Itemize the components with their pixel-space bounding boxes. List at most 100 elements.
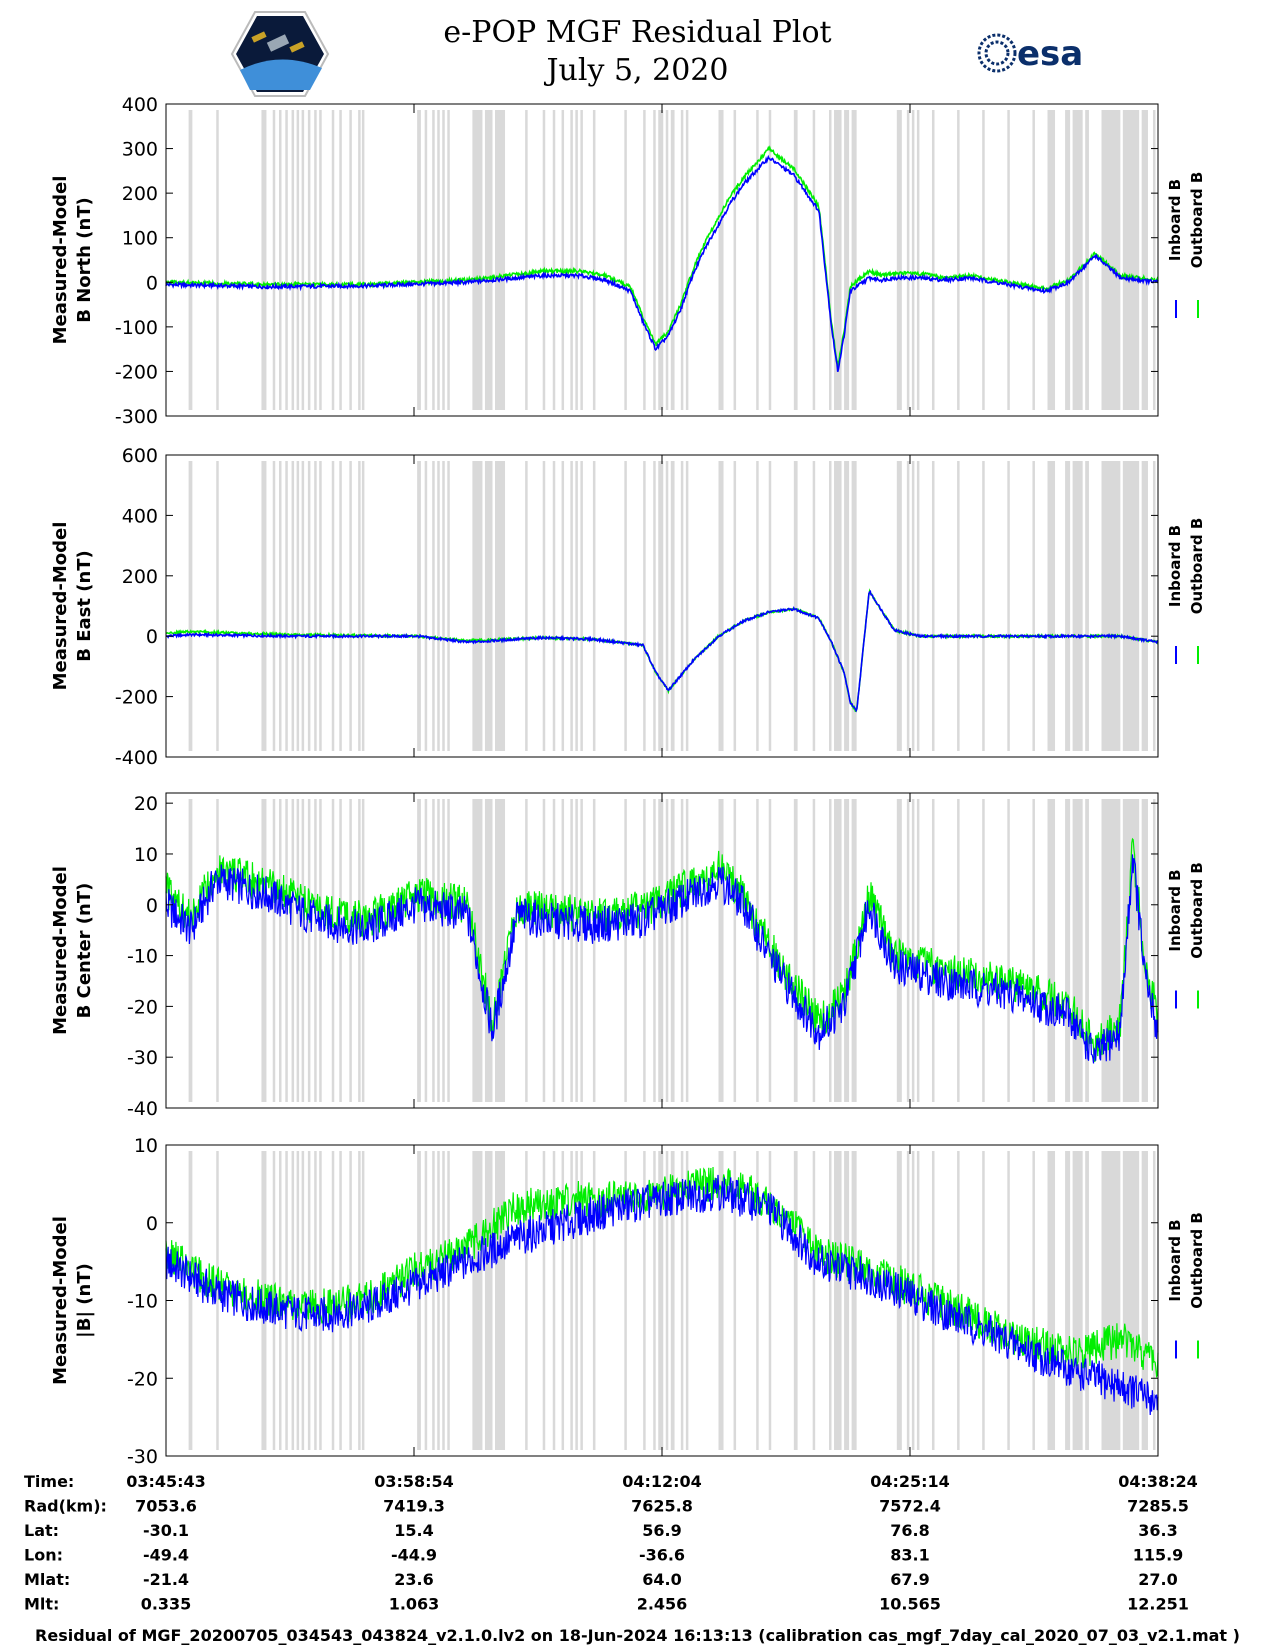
gap-shading-50: [834, 461, 842, 751]
xaxis-row-value: -49.4: [143, 1546, 189, 1565]
gap-shading-14: [339, 799, 342, 1102]
gap-shading-5: [279, 799, 282, 1102]
gap-shading-22: [442, 799, 445, 1102]
xaxis-row-value: 7053.6: [135, 1497, 197, 1516]
y-tick-label: -10: [127, 1291, 158, 1313]
plot-title: e-POP MGF Residual Plot July 5, 2020: [0, 14, 1275, 90]
gap-shading-67: [1122, 1151, 1140, 1450]
gap-shading-46: [768, 461, 772, 751]
gap-shading-48: [812, 461, 816, 751]
xaxis-row-value: 7572.4: [879, 1497, 941, 1516]
gap-shading-9: [301, 110, 305, 410]
gap-shading-21: [437, 1151, 440, 1450]
xaxis-row-value: 67.9: [890, 1570, 929, 1589]
gap-shading-35: [624, 799, 627, 1102]
gap-shading-41: [680, 799, 684, 1102]
gap-shading-68: [1141, 110, 1148, 410]
xaxis-row-value: 0.335: [141, 1595, 192, 1614]
gap-shading-20: [432, 110, 435, 410]
gap-shading-19: [424, 110, 428, 410]
y-axis-label: Measured-Model: [50, 866, 71, 1035]
legend-entry-outboard: Outboard B: [1188, 518, 1206, 615]
gap-shading-33: [580, 110, 583, 410]
gap-shading-59: [982, 461, 985, 751]
gap-shading-59: [982, 799, 985, 1102]
gap-shading-7: [291, 110, 295, 410]
gap-shading-31: [570, 799, 573, 1102]
xaxis-row-value: 03:45:43: [126, 1472, 206, 1491]
gap-shading-8: [296, 461, 300, 751]
xaxis-row-label: Rad(km):: [24, 1497, 107, 1516]
gap-shading-42: [685, 799, 689, 1102]
gap-shading-29: [552, 1151, 556, 1450]
y-tick-label: 400: [122, 94, 158, 116]
plot-title-date: July 5, 2020: [546, 53, 729, 88]
gap-shading-45: [756, 1151, 759, 1450]
gap-shading-55: [911, 1151, 915, 1450]
gap-shading-48: [812, 799, 816, 1102]
gap-shading-57: [931, 461, 935, 751]
y-tick-label: 200: [122, 183, 158, 205]
gap-shading-1: [188, 799, 193, 1102]
y-axis-label: |B| (nT): [74, 1263, 95, 1338]
series-line-inboard: [165, 854, 1159, 1064]
gap-shading-39: [665, 1151, 669, 1450]
gap-shading-17: [361, 1151, 365, 1450]
xaxis-row-value: 64.0: [642, 1570, 681, 1589]
gap-shading-58: [957, 110, 960, 410]
gap-shading-30: [561, 461, 565, 751]
gap-shading-15: [349, 461, 352, 751]
gap-shading-33: [580, 799, 583, 1102]
gap-shading-52: [851, 1151, 857, 1450]
gap-shading-35: [624, 110, 627, 410]
gap-shading-20: [432, 1151, 435, 1450]
gap-shading-32: [575, 1151, 578, 1450]
gap-shading-53: [896, 461, 902, 751]
series-line-inboard: [165, 1174, 1159, 1416]
plot-title-line1: e-POP MGF Residual Plot: [443, 15, 832, 50]
xaxis-row-value: 83.1: [890, 1546, 929, 1565]
xaxis-row-label: Time:: [24, 1472, 74, 1491]
gap-shading-16: [358, 461, 361, 751]
gap-shading-43: [718, 110, 724, 410]
gap-shading-41: [680, 1151, 684, 1450]
gap-shading-45: [756, 461, 759, 751]
gap-shading-34: [592, 110, 596, 410]
gap-shading-60: [1007, 799, 1010, 1102]
gap-shading-20: [432, 461, 435, 751]
gap-shading-28: [542, 799, 546, 1102]
gap-shading-56: [916, 110, 920, 410]
gap-shading-27: [525, 461, 528, 751]
xaxis-row-value: 115.9: [1133, 1546, 1184, 1565]
xaxis-row-label: Lat:: [24, 1521, 59, 1540]
gap-shading-18: [417, 799, 421, 1102]
gap-shading-24: [472, 1151, 483, 1450]
gap-shading-63: [1065, 799, 1071, 1102]
gap-shading-67: [1122, 461, 1140, 751]
gap-shading-52: [851, 461, 857, 751]
gap-shading-40: [670, 799, 675, 1102]
gap-shading-30: [561, 799, 565, 1102]
gap-shading-10: [307, 110, 311, 410]
gap-shading-58: [957, 799, 960, 1102]
xaxis-row-label: Mlt:: [24, 1595, 59, 1614]
legend-entry-inboard: Inboard B: [1166, 1219, 1184, 1301]
xaxis-row-value: 23.6: [394, 1570, 433, 1589]
gap-shading-33: [580, 1151, 583, 1450]
legend-entry-inboard: Inboard B: [1166, 525, 1184, 607]
legend-entry-inboard: Inboard B: [1166, 869, 1184, 951]
gap-shading-13: [331, 799, 335, 1102]
gap-shading-50: [834, 1151, 842, 1450]
gap-shading-11: [314, 799, 317, 1102]
gap-shading-5: [279, 461, 282, 751]
xaxis-row-label: Mlat:: [24, 1570, 70, 1589]
y-tick-label: 300: [122, 139, 158, 161]
gap-shading-2: [216, 461, 219, 751]
gap-shading-32: [575, 461, 578, 751]
gap-shading-14: [339, 110, 342, 410]
gap-shading-66: [1101, 461, 1121, 751]
gap-shading-11: [314, 110, 317, 410]
gap-shading-62: [1047, 1151, 1056, 1450]
gap-shading-12: [319, 799, 322, 1102]
